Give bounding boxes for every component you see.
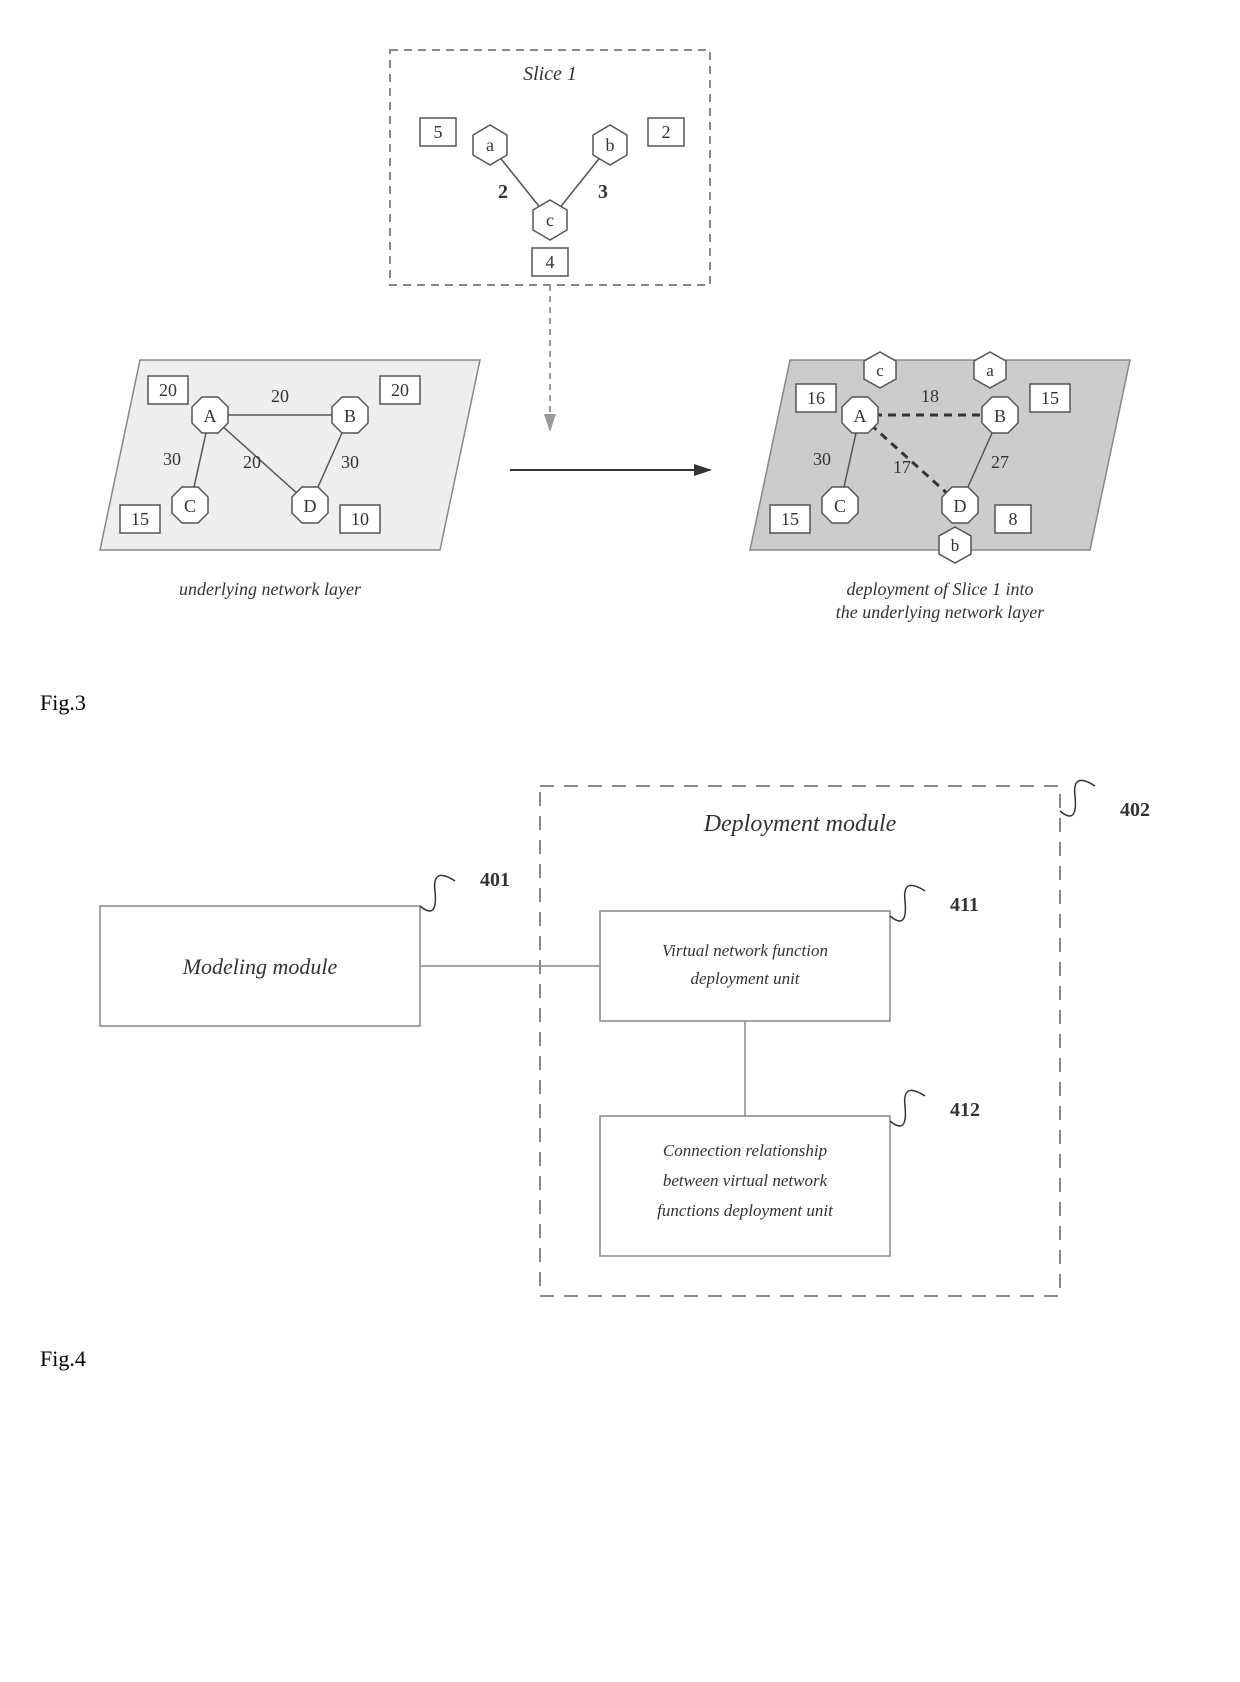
slice-node-a: a 5 xyxy=(420,118,507,165)
slice-node-b-weight: 2 xyxy=(662,122,671,142)
u-node-D-weight: 10 xyxy=(351,509,369,529)
u-edge-AB-label: 20 xyxy=(271,386,289,406)
vnf-ref: 411 xyxy=(950,894,979,916)
slice-node-a-weight: 5 xyxy=(434,122,443,142)
u-node-B-label: B xyxy=(344,406,356,426)
conn-ref: 412 xyxy=(950,1099,980,1121)
conn-text2: between virtual network xyxy=(663,1171,828,1190)
deployment-ref: 402 xyxy=(1120,799,1150,821)
d-edge-AB-label: 18 xyxy=(921,386,939,406)
d-node-A-weight: 16 xyxy=(807,388,825,408)
d-edge-AC-label: 30 xyxy=(813,449,831,469)
vnf-box xyxy=(600,911,890,1021)
u-node-A-weight: 20 xyxy=(159,380,177,400)
deployment-text: Deployment module xyxy=(703,811,897,837)
slice1-title: Slice 1 xyxy=(523,63,577,85)
d-node-C-weight: 15 xyxy=(781,509,799,529)
d-node-A-label: A xyxy=(854,406,867,426)
d-vnode-b-label: b xyxy=(951,536,960,555)
slice-node-c-label: c xyxy=(546,210,554,230)
modeling-ref-line xyxy=(420,875,455,911)
u-node-C-label: C xyxy=(184,496,196,516)
u-node-A-label: A xyxy=(204,406,217,426)
vnf-text2: deployment unit xyxy=(690,969,800,988)
slice-node-b-label: b xyxy=(606,135,615,155)
conn-ref-line xyxy=(890,1090,925,1126)
slice-node-a-label: a xyxy=(486,135,494,155)
slice-edge-ac-label: 2 xyxy=(498,181,508,203)
u-node-B-weight: 20 xyxy=(391,380,409,400)
slice-node-b: b 2 xyxy=(593,118,684,165)
u-node-C-weight: 15 xyxy=(131,509,149,529)
underlying-group: 20 30 20 30 A 20 B 20 C 15 D 10 xyxy=(100,360,480,550)
fig4-label: Fig.4 xyxy=(40,1346,1200,1372)
slice-node-c-weight: 4 xyxy=(546,252,555,272)
d-node-D-weight: 8 xyxy=(1009,509,1018,529)
slice-node-c: c 4 xyxy=(532,200,568,276)
u-edge-AC-label: 30 xyxy=(163,449,181,469)
fig3-label: Fig.3 xyxy=(40,690,1200,716)
slice-edge-bc-label: 3 xyxy=(598,181,608,203)
vnf-ref-line xyxy=(890,885,925,921)
d-node-B-label: B xyxy=(994,406,1006,426)
slice1-group: Slice 1 2 3 a 5 b 2 c 4 xyxy=(390,50,710,285)
d-node-B-weight: 15 xyxy=(1041,388,1059,408)
fig4-diagram: Modeling module 401 Deployment module 40… xyxy=(40,756,1200,1316)
deployed-group: 30 27 18 17 A 16 B 15 C 15 D xyxy=(750,352,1130,563)
conn-text3: functions deployment unit xyxy=(657,1201,834,1220)
conn-text1: Connection relationship xyxy=(663,1141,827,1160)
deployed-caption-2: the underlying network layer xyxy=(836,602,1045,622)
u-node-D-label: D xyxy=(304,496,317,516)
d-vnode-c-label: c xyxy=(876,361,884,380)
d-edge-BD-label: 27 xyxy=(991,452,1009,472)
d-node-C-label: C xyxy=(834,496,846,516)
modeling-ref: 401 xyxy=(480,869,510,891)
fig3-diagram: Slice 1 2 3 a 5 b 2 c 4 xyxy=(40,40,1200,660)
vnf-text1: Virtual network function xyxy=(662,941,828,960)
d-vnode-a-label: a xyxy=(986,361,994,380)
u-edge-AD-label: 20 xyxy=(243,452,261,472)
deployed-caption-1: deployment of Slice 1 into xyxy=(847,579,1034,599)
deployment-ref-line xyxy=(1060,780,1095,816)
modeling-text: Modeling module xyxy=(182,954,338,979)
d-node-D-label: D xyxy=(954,496,967,516)
d-edge-AD-label: 17 xyxy=(893,457,911,477)
u-edge-BD-label: 30 xyxy=(341,452,359,472)
underlying-caption: underlying network layer xyxy=(179,579,362,599)
